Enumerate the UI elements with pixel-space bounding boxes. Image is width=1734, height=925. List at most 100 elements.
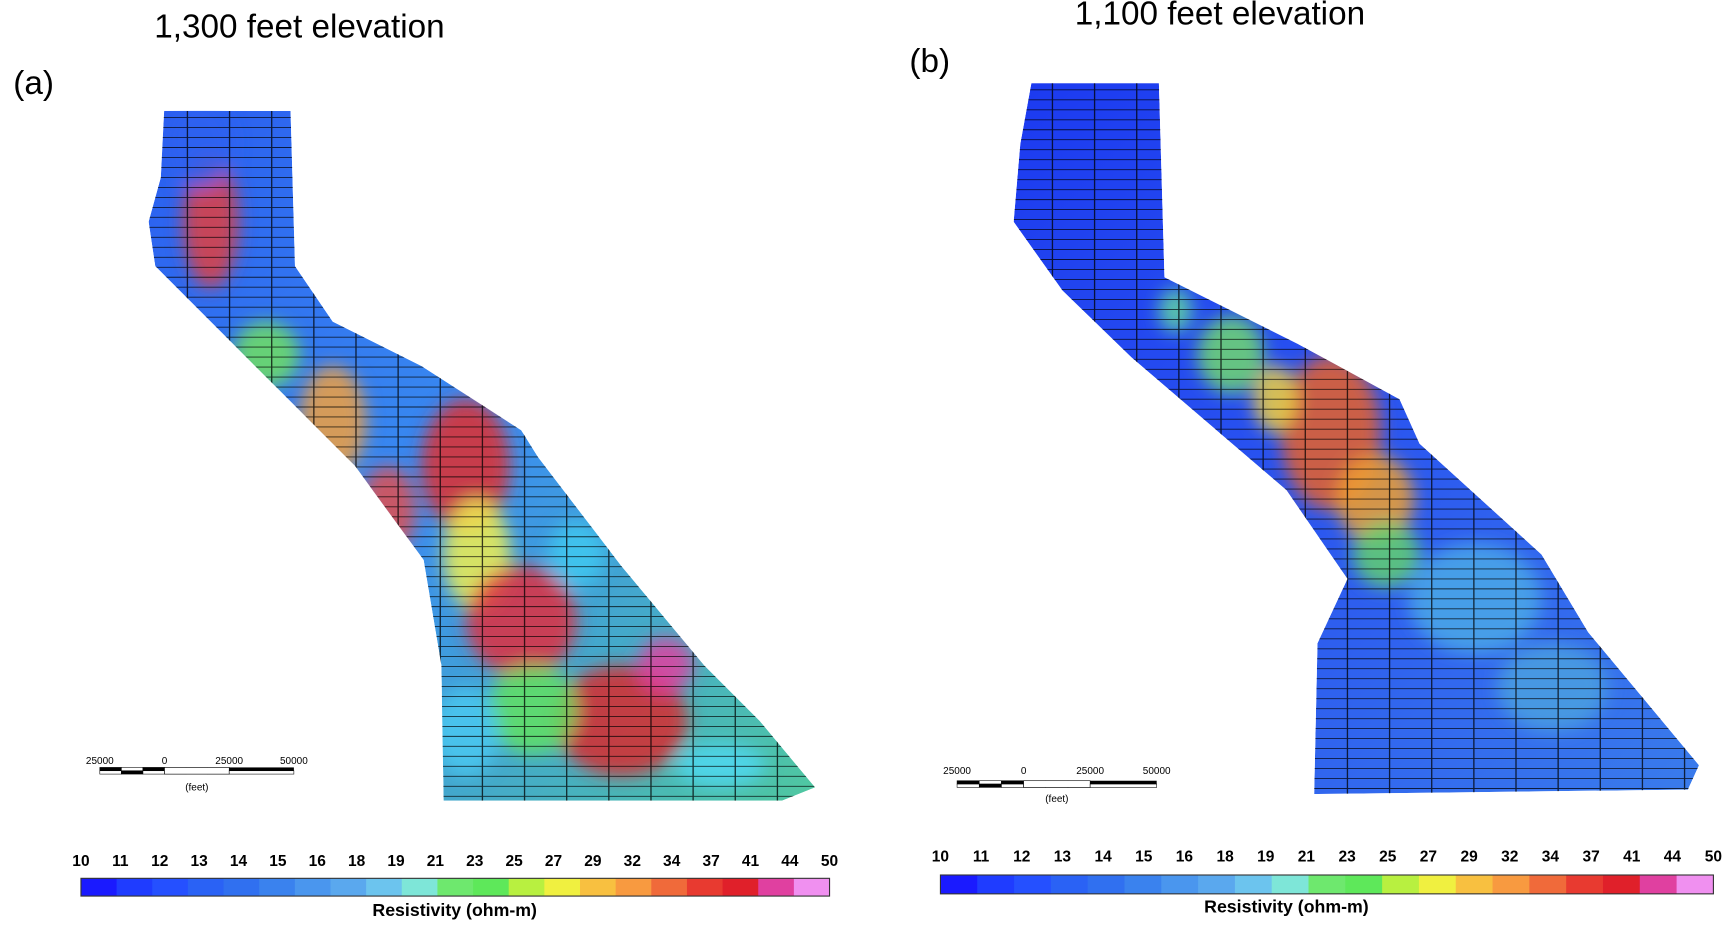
resistivity-map bbox=[1013, 83, 1699, 795]
colorbar-tick-label: 50 bbox=[1705, 849, 1722, 866]
colorbar-tick-label: 32 bbox=[624, 853, 642, 870]
scale-segment bbox=[99, 767, 122, 772]
colorbar-segment bbox=[1124, 875, 1162, 894]
scale-segment bbox=[1001, 780, 1024, 785]
scale-segment bbox=[956, 780, 980, 785]
colorbar-tick-label: 44 bbox=[1664, 849, 1682, 866]
colorbar-segment bbox=[152, 878, 189, 897]
scale-segment bbox=[142, 770, 165, 775]
scale-unit: (feet) bbox=[185, 783, 208, 794]
colorbar-tick-label: 41 bbox=[1623, 849, 1641, 866]
colorbar-segment bbox=[366, 878, 403, 897]
colorbar-tick-label: 41 bbox=[742, 853, 760, 870]
colorbar-segment bbox=[473, 878, 510, 897]
anomaly bbox=[1158, 288, 1193, 333]
scale-label: 0 bbox=[162, 756, 168, 767]
panel-title: 1,300 feet elevation bbox=[154, 9, 444, 46]
anomaly bbox=[554, 665, 688, 777]
scale-label: 25000 bbox=[215, 756, 243, 767]
colorbar-frame bbox=[80, 877, 831, 897]
anomaly bbox=[487, 665, 577, 755]
colorbar-segment bbox=[294, 878, 332, 897]
anomaly bbox=[1197, 316, 1265, 394]
colorbar-tick-label: 27 bbox=[1420, 849, 1437, 866]
colorbar-tick-label: 25 bbox=[506, 853, 524, 870]
colorbar-tick-label: 37 bbox=[702, 853, 719, 870]
colorbar-segment bbox=[758, 878, 795, 897]
colorbar-tick-label: 19 bbox=[1257, 849, 1275, 866]
colorbar-segment bbox=[793, 878, 831, 897]
anomaly bbox=[232, 321, 300, 389]
colorbar-segment bbox=[1455, 875, 1494, 894]
panel-title: 1,100 feet elevation bbox=[1075, 0, 1365, 32]
colorbar-segment bbox=[615, 878, 652, 897]
anomaly bbox=[548, 521, 605, 588]
anomaly bbox=[421, 399, 511, 533]
colorbar-segment bbox=[330, 878, 367, 897]
colorbar-tick-label: 15 bbox=[269, 853, 287, 870]
anomaly bbox=[465, 565, 577, 677]
colorbar-segment bbox=[1639, 875, 1678, 894]
colorbar-segment bbox=[1566, 875, 1604, 894]
colorbar-segment bbox=[1676, 875, 1714, 894]
colorbar-tick-label: 18 bbox=[1216, 849, 1234, 866]
colorbar-segment bbox=[1050, 875, 1089, 894]
colorbar-segment bbox=[977, 875, 1015, 894]
colorbar-segment bbox=[187, 878, 225, 897]
colorbar-segment bbox=[437, 878, 474, 897]
scale-label: 25000 bbox=[86, 756, 114, 767]
figure-content: 1,300 feet elevation (a) 25000 0 25000 50000 (… bbox=[13, 0, 1722, 920]
scale-segment bbox=[229, 767, 294, 771]
colorbar-segment bbox=[686, 878, 724, 897]
colorbar-tick-label: 12 bbox=[1013, 849, 1031, 866]
resistivity-map bbox=[148, 110, 816, 801]
colorbar-segment bbox=[722, 878, 759, 897]
anomaly bbox=[360, 465, 416, 555]
colorbar-tick-label: 21 bbox=[427, 853, 445, 870]
scale-segment bbox=[978, 783, 1002, 788]
scale-segment bbox=[228, 770, 295, 775]
colorbar-tick-label: 27 bbox=[545, 853, 562, 870]
panel: 1,300 feet elevation (a) 25000 0 25000 50000 (… bbox=[13, 9, 838, 920]
colorbar-segment bbox=[651, 878, 688, 897]
colorbar-segment bbox=[1602, 875, 1641, 894]
colorbar-tick-label: 12 bbox=[151, 853, 169, 870]
colorbar-tick-label: 34 bbox=[663, 853, 681, 870]
scale-label: 50000 bbox=[1143, 766, 1171, 777]
panel-label: (b) bbox=[909, 43, 950, 80]
colorbar-segment bbox=[508, 878, 545, 897]
colorbar-segment bbox=[1271, 875, 1310, 894]
scale-segment bbox=[142, 767, 165, 772]
colorbar-tick-label: 23 bbox=[466, 853, 484, 870]
colorbar-segment bbox=[580, 878, 617, 897]
scale-segment bbox=[1001, 783, 1024, 788]
colorbar-segment bbox=[1308, 875, 1346, 894]
colorbar-tick-label: 13 bbox=[190, 853, 208, 870]
colorbar-caption: Resistivity (ohm-m) bbox=[372, 900, 537, 920]
colorbar-segment bbox=[1198, 875, 1236, 894]
colorbar-tick-label: 10 bbox=[72, 853, 89, 870]
colorbar-segment bbox=[401, 878, 438, 897]
anomaly bbox=[637, 637, 694, 694]
anomaly bbox=[1497, 643, 1609, 732]
colorbar: 10 11 12 13 14 15 16 18 19 21 23 25 27 29 32 34 37 41 44 50… bbox=[72, 853, 838, 920]
colorbar-tick-label: 21 bbox=[1298, 849, 1316, 866]
colorbar-segment bbox=[1382, 875, 1420, 894]
colorbar-tick-label: 19 bbox=[387, 853, 405, 870]
colorbar-segment bbox=[1161, 875, 1199, 894]
anomaly bbox=[182, 155, 239, 289]
colorbar-tick-label: 32 bbox=[1501, 849, 1519, 866]
colorbar-tick-label: 13 bbox=[1054, 849, 1072, 866]
scale-segment bbox=[978, 780, 1002, 785]
colorbar-tick-label: 29 bbox=[1460, 849, 1478, 866]
scale-segment bbox=[164, 767, 230, 775]
colorbar-segment bbox=[1234, 875, 1273, 894]
anomaly bbox=[1352, 521, 1420, 588]
colorbar-segment bbox=[544, 878, 581, 897]
scale-segment bbox=[956, 783, 980, 788]
panel-label: (a) bbox=[13, 65, 54, 102]
scale-segment bbox=[1023, 780, 1091, 788]
colorbar-segment bbox=[80, 878, 118, 897]
